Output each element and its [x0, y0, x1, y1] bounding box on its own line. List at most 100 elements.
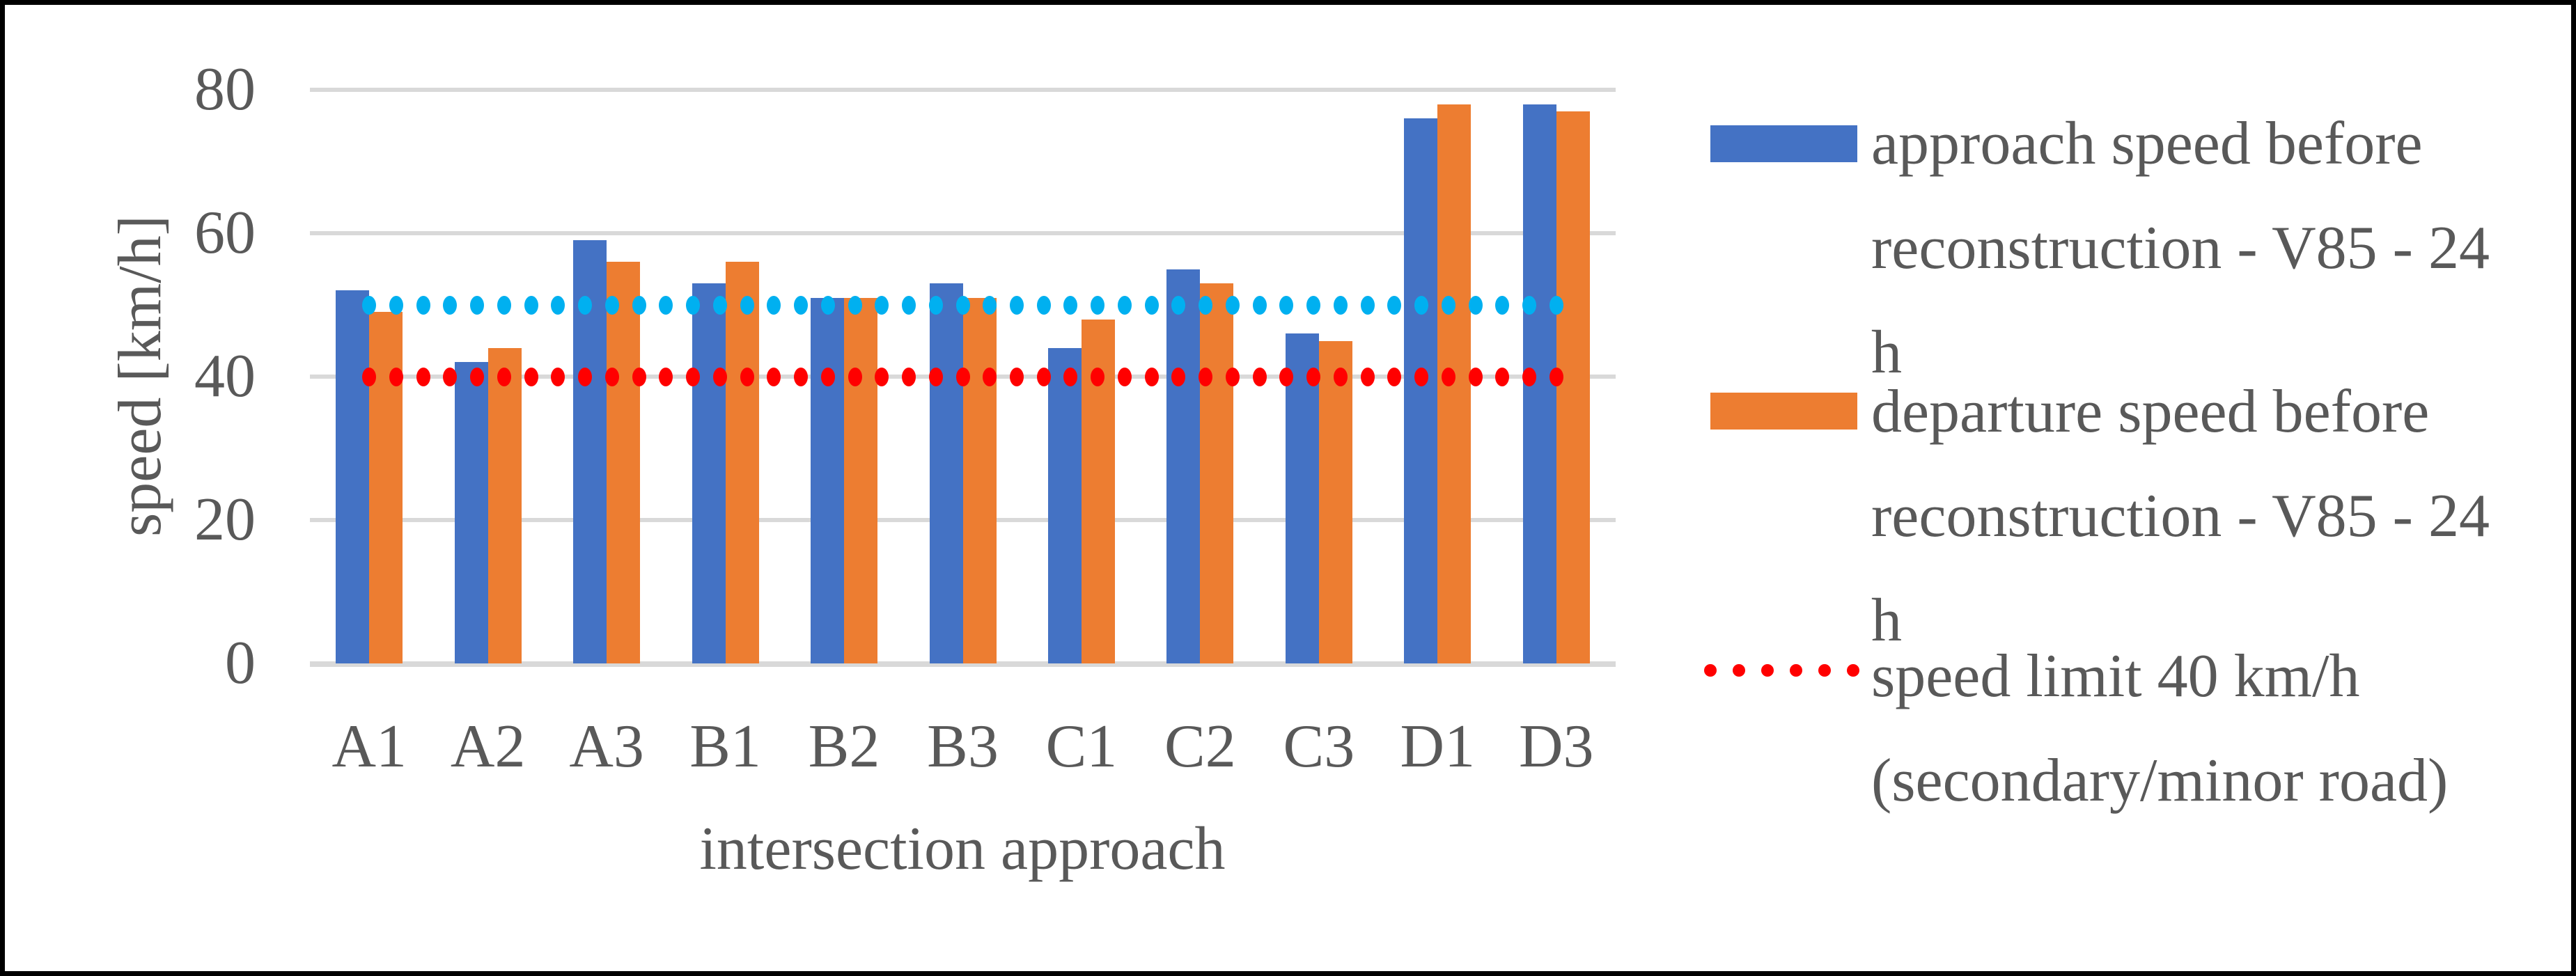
- reference-dot-50-19: [875, 295, 889, 315]
- reference-dot-40-32: [1225, 367, 1240, 386]
- y-tick-label-20: 20: [194, 486, 256, 553]
- reference-dot-50-17: [820, 295, 835, 315]
- reference-dot-50-25: [1036, 295, 1051, 315]
- reference-dot-40-38: [1387, 367, 1402, 386]
- legend-label-line: departure speed before: [1871, 378, 2430, 446]
- reference-dot-50-7: [551, 295, 565, 315]
- reference-dot-50-4: [470, 295, 485, 315]
- bar-C2-approach: [1166, 269, 1201, 663]
- legend-label-line: h: [1871, 587, 1902, 654]
- reference-dot-50-18: [848, 295, 862, 315]
- reference-dot-40-33: [1252, 367, 1267, 386]
- reference-dot-40-23: [983, 367, 997, 386]
- reference-dot-40-43: [1522, 367, 1537, 386]
- bar-A2-departure: [487, 347, 522, 663]
- reference-dot-50-39: [1414, 295, 1429, 315]
- reference-dot-50-38: [1387, 295, 1402, 315]
- legend-label-line: reconstruction - V85 - 24: [1871, 482, 2490, 550]
- bar-A2-approach: [454, 362, 488, 663]
- reference-dot-40-10: [632, 367, 646, 386]
- reference-dot-40-17: [820, 367, 835, 386]
- reference-dot-50-23: [983, 295, 997, 315]
- reference-dot-40-25: [1036, 367, 1051, 386]
- reference-dot-50-34: [1279, 295, 1294, 315]
- reference-dot-50-37: [1360, 295, 1375, 315]
- reference-dot-50-44: [1549, 295, 1563, 315]
- reference-dot-50-12: [686, 295, 701, 315]
- bar-A1-approach: [336, 290, 370, 663]
- legend-label-line: speed limit 40 km/h: [1871, 643, 2360, 710]
- reference-dot-50-8: [578, 295, 593, 315]
- gridline-0: [310, 661, 1616, 667]
- x-tick-label-B3: B3: [927, 713, 999, 780]
- reference-dot-40-41: [1468, 367, 1483, 386]
- reference-dot-50-14: [740, 295, 754, 315]
- x-axis-title: intersection approach: [699, 815, 1226, 883]
- reference-dot-40-13: [712, 367, 727, 386]
- reference-dot-50-33: [1252, 295, 1267, 315]
- x-tick-label-A1: A1: [331, 713, 407, 780]
- red-dot-icon: [1818, 664, 1831, 677]
- bar-C3-departure: [1318, 340, 1352, 663]
- bar-B2-departure: [844, 297, 878, 663]
- bar-C1-approach: [1047, 347, 1082, 663]
- reference-dot-40-22: [955, 367, 970, 386]
- y-tick-label-0: 0: [225, 629, 256, 697]
- reference-dot-50-20: [902, 295, 916, 315]
- reference-dot-50-10: [632, 295, 646, 315]
- bar-B2-approach: [811, 297, 845, 663]
- reference-dot-50-22: [955, 295, 970, 315]
- reference-dot-50-5: [497, 295, 511, 315]
- gridline-80: [310, 88, 1616, 92]
- reference-dot-40-5: [497, 367, 511, 386]
- reference-dot-40-11: [659, 367, 673, 386]
- reference-dot-40-31: [1199, 367, 1213, 386]
- reference-dot-40-2: [416, 367, 430, 386]
- reference-dot-50-40: [1441, 295, 1455, 315]
- reference-dot-50-30: [1171, 295, 1186, 315]
- red-dot-icon: [1847, 664, 1859, 677]
- legend-label-line: h: [1871, 319, 1902, 386]
- reference-dot-50-35: [1306, 295, 1321, 315]
- reference-dot-50-11: [659, 295, 673, 315]
- legend-swatch-approach-speed: [1710, 125, 1857, 162]
- reference-dot-50-26: [1063, 295, 1078, 315]
- legend-label-speed-limit: speed limit 40 km/h (secondary/minor roa…: [1871, 624, 2561, 833]
- reference-dot-50-41: [1468, 295, 1483, 315]
- reference-dot-40-40: [1441, 367, 1455, 386]
- legend-label-approach-speed: approach speed before reconstruction - V…: [1871, 92, 2561, 405]
- reference-dot-50-2: [416, 295, 430, 315]
- reference-dot-50-24: [1009, 295, 1024, 315]
- legend-label-departure-speed: departure speed before reconstruction - …: [1871, 360, 2561, 673]
- reference-dot-40-37: [1360, 367, 1375, 386]
- reference-dot-40-20: [902, 367, 916, 386]
- reference-dot-40-3: [443, 367, 458, 386]
- reference-dot-40-44: [1549, 367, 1563, 386]
- reference-dot-50-9: [604, 295, 619, 315]
- reference-dot-40-24: [1009, 367, 1024, 386]
- gridline-60: [310, 231, 1616, 235]
- bar-C3-approach: [1285, 333, 1319, 663]
- reference-dot-40-18: [848, 367, 862, 386]
- reference-dot-40-35: [1306, 367, 1321, 386]
- reference-dot-40-34: [1279, 367, 1294, 386]
- x-tick-label-C1: C1: [1045, 713, 1118, 780]
- reference-dot-40-6: [524, 367, 538, 386]
- bar-D1-approach: [1404, 118, 1438, 663]
- bar-D1-departure: [1437, 104, 1472, 663]
- bar-B1-approach: [692, 283, 726, 663]
- legend-label-line: reconstruction - V85 - 24: [1871, 214, 2490, 282]
- legend-label-line: (secondary/minor road): [1871, 747, 2449, 814]
- red-dot-icon: [1733, 664, 1745, 677]
- red-dot-icon: [1704, 664, 1717, 677]
- reference-dot-40-30: [1171, 367, 1186, 386]
- legend-swatch-speed-limit-dotted: [1704, 664, 1859, 677]
- red-dot-icon: [1790, 664, 1802, 677]
- bar-D3-departure: [1556, 111, 1590, 663]
- red-dot-icon: [1761, 664, 1774, 677]
- legend-swatch-departure-speed: [1710, 393, 1857, 430]
- x-tick-label-D1: D1: [1400, 713, 1476, 780]
- reference-dot-40-4: [470, 367, 485, 386]
- reference-dot-50-32: [1225, 295, 1240, 315]
